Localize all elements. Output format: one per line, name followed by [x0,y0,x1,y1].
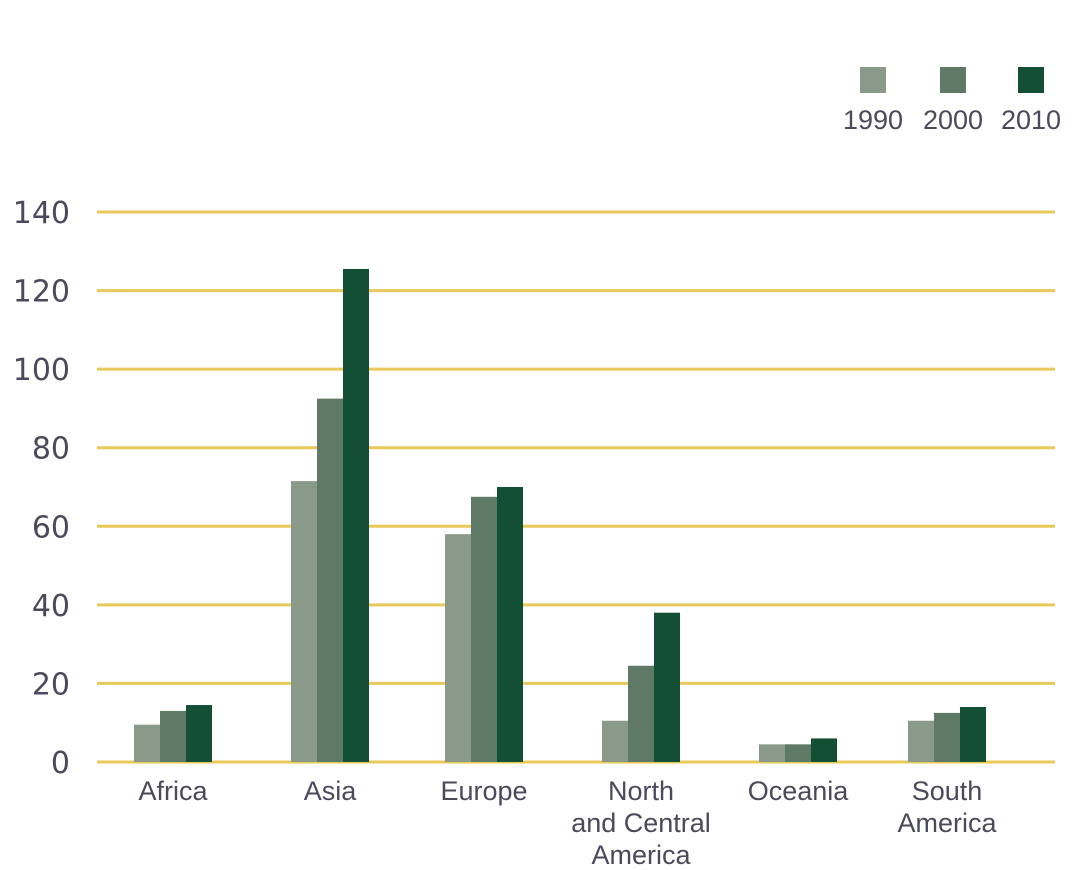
legend-swatch [1018,67,1044,93]
y-tick-label: 20 [32,667,70,702]
legend: 1990 2000 2010 [843,67,1061,135]
legend-label: 2010 [1001,105,1061,135]
bar [497,487,523,762]
bar [602,720,628,762]
y-tick-label: 140 [13,196,70,231]
y-tick-label: 0 [51,746,70,781]
bar [317,398,343,762]
x-tick-label: Oceania [748,776,850,806]
bar [785,744,811,762]
bar [628,665,654,762]
bar [291,481,317,762]
bar [186,705,212,762]
x-tick-label: Europe [440,776,527,806]
x-tick-label: America [897,808,997,838]
x-tick-label: and Central [571,808,711,838]
bar [934,712,960,762]
bar [960,707,986,762]
bar [908,720,934,762]
y-tick-label: 60 [32,510,70,545]
bar [343,268,369,762]
x-tick-label: America [591,840,691,870]
bar [160,710,186,762]
bar [759,744,785,762]
legend-label: 1990 [843,105,903,135]
bar [134,724,160,762]
legend-label: 2000 [923,105,983,135]
y-tick-label: 40 [32,589,70,624]
y-tick-label: 100 [13,353,70,388]
x-tick-label: Africa [138,776,208,806]
x-tick-label: Asia [304,776,358,806]
y-tick-label: 120 [13,275,70,310]
legend-swatch [860,67,886,93]
bars [134,268,986,762]
x-tick-label: North [608,776,674,806]
y-tick-label: 80 [32,432,70,467]
bar [471,496,497,762]
x-tick-label: South [912,776,983,806]
bar [654,612,680,762]
bar [811,738,837,762]
y-axis-ticks: 0 20 40 60 80 100 120 140 [13,196,70,781]
gridlines [97,210,1055,764]
bar [445,534,471,762]
legend-swatch [940,67,966,93]
